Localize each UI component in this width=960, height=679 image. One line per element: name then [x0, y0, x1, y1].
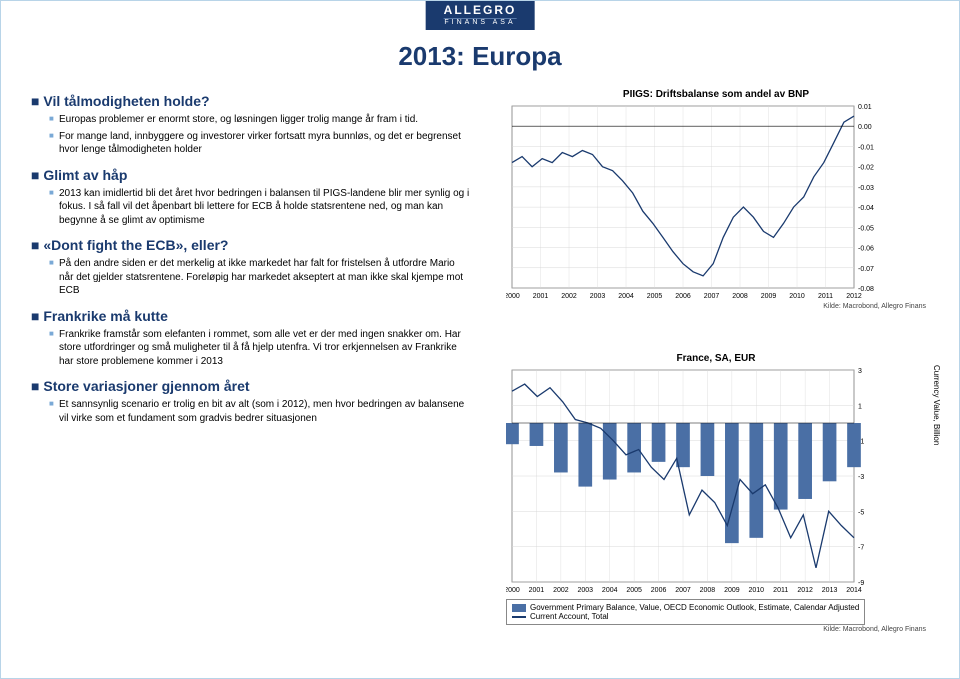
legend-label-2: Current Account, Total	[530, 612, 609, 621]
svg-text:2008: 2008	[732, 293, 748, 300]
bullet: Et sannsynlig scenario er trolig en bit …	[49, 398, 471, 425]
svg-text:-0.06: -0.06	[858, 246, 874, 253]
svg-text:2003: 2003	[590, 293, 606, 300]
svg-text:2006: 2006	[651, 587, 667, 594]
svg-text:2013: 2013	[822, 587, 838, 594]
svg-text:2001: 2001	[529, 587, 545, 594]
svg-text:2007: 2007	[675, 587, 691, 594]
svg-text:3: 3	[858, 368, 862, 375]
chart-france-source: Kilde: Macrobond, Allegro Finans	[506, 626, 926, 633]
svg-text:2001: 2001	[533, 293, 549, 300]
svg-text:-9: -9	[858, 580, 864, 587]
svg-text:2011: 2011	[773, 587, 788, 594]
svg-text:-0.07: -0.07	[858, 266, 874, 273]
svg-text:-5: -5	[858, 509, 864, 516]
svg-text:-0.08: -0.08	[858, 286, 874, 293]
svg-text:2004: 2004	[618, 293, 634, 300]
chart-france-yaxis-label: Currency Value, Billion	[932, 365, 941, 445]
svg-text:2009: 2009	[761, 293, 777, 300]
bullet: På den andre siden er det merkelig at ik…	[49, 257, 471, 298]
page-title: 2013: Europa	[1, 41, 959, 72]
section-head: Frankrike må kutte	[31, 308, 471, 324]
svg-text:-0.01: -0.01	[858, 144, 874, 151]
bullet: 2013 kan imidlertid bli det året hvor be…	[49, 187, 471, 228]
svg-text:2012: 2012	[846, 293, 862, 300]
svg-text:2011: 2011	[818, 293, 833, 300]
section-head: «Dont fight the ECB», eller?	[31, 237, 471, 253]
legend-label-1: Government Primary Balance, Value, OECD …	[530, 603, 859, 612]
svg-text:2002: 2002	[561, 293, 577, 300]
svg-text:2005: 2005	[647, 293, 663, 300]
svg-text:2007: 2007	[704, 293, 720, 300]
chart-france-legend: Government Primary Balance, Value, OECD …	[506, 599, 865, 625]
svg-text:2012: 2012	[797, 587, 813, 594]
svg-text:-0.03: -0.03	[858, 185, 874, 192]
logo-sub: FINANS ASA	[444, 19, 517, 26]
svg-text:-0.02: -0.02	[858, 165, 874, 172]
svg-text:-3: -3	[858, 474, 864, 481]
svg-text:0.01: 0.01	[858, 104, 872, 111]
section-head: Store variasjoner gjennom året	[31, 378, 471, 394]
legend-swatch-line	[512, 616, 526, 618]
svg-text:-7: -7	[858, 545, 864, 552]
chart-france: France, SA, EUR 31-1-3-5-7-9200020012002…	[506, 353, 926, 633]
chart-piigs-title: PIIGS: Driftsbalanse som andel av BNP	[506, 89, 926, 100]
logo: ALLEGRO FINANS ASA	[426, 1, 535, 30]
svg-text:-0.04: -0.04	[858, 205, 874, 212]
svg-text:2000: 2000	[506, 293, 520, 300]
svg-text:2003: 2003	[577, 587, 593, 594]
chart-piigs-source: Kilde: Macrobond, Allegro Finans	[506, 303, 926, 310]
svg-text:2014: 2014	[846, 587, 862, 594]
svg-text:1: 1	[858, 403, 862, 410]
svg-text:0.00: 0.00	[858, 124, 872, 131]
svg-text:2010: 2010	[789, 293, 805, 300]
chart-piigs: PIIGS: Driftsbalanse som andel av BNP 0.…	[506, 89, 926, 310]
section-head: Vil tålmodigheten holde?	[31, 93, 471, 109]
svg-text:2000: 2000	[506, 587, 520, 594]
svg-text:2008: 2008	[700, 587, 716, 594]
logo-main: ALLEGRO	[444, 3, 517, 19]
svg-text:-0.05: -0.05	[858, 225, 874, 232]
svg-text:2010: 2010	[748, 587, 764, 594]
bullet: Frankrike framstår som elefanten i romme…	[49, 328, 471, 369]
svg-text:2002: 2002	[553, 587, 569, 594]
legend-swatch-bar	[512, 604, 526, 612]
bullet: Europas problemer er enormt store, og lø…	[49, 113, 471, 127]
bullet: For mange land, innbyggere og investorer…	[49, 130, 471, 157]
svg-text:2009: 2009	[724, 587, 740, 594]
chart-france-title: France, SA, EUR	[506, 353, 926, 364]
content-column: Vil tålmodigheten holde? Europas probleme…	[31, 93, 471, 435]
chart-france-plot: 31-1-3-5-7-92000200120022003200420052006…	[506, 366, 884, 596]
svg-text:2005: 2005	[626, 587, 642, 594]
section-head: Glimt av håp	[31, 167, 471, 183]
chart-piigs-plot: 0.01 0.00 -0.01 -0.02 -0.03 -0.04 -0.05 -0.06 -0…	[506, 102, 884, 302]
svg-text:2004: 2004	[602, 587, 618, 594]
svg-text:2006: 2006	[675, 293, 691, 300]
